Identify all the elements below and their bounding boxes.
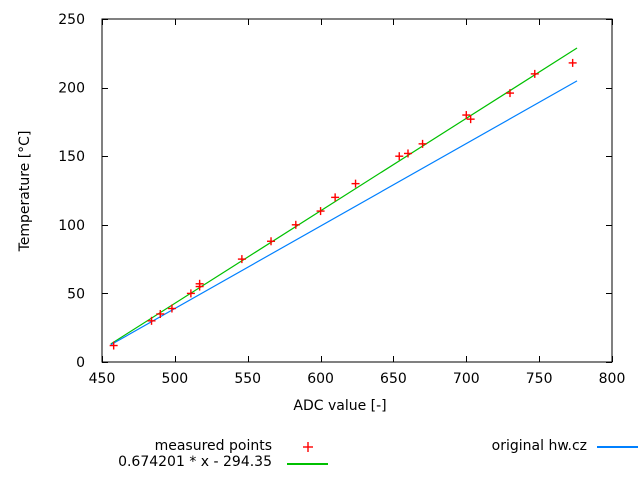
x-tick-label: 450	[89, 371, 116, 387]
plot-border	[101, 18, 613, 363]
legend-label-measured-points: measured points	[154, 438, 272, 454]
legend-plus-marker-icon	[303, 442, 313, 452]
y-tick-label: 100	[58, 218, 85, 234]
series-line-original-hw-cz	[110, 80, 578, 346]
series-line-0-674201-x-294-35	[110, 47, 578, 345]
legend-sample-fit-line	[287, 463, 328, 465]
legend-label-original-hwcz: original hw.cz	[491, 438, 587, 454]
series-points-measured-points	[109, 58, 577, 350]
x-axis-ticks: 450 500 550 600 650 700 750 800	[89, 19, 626, 387]
x-tick-label: 800	[599, 371, 626, 387]
x-tick-label: 650	[380, 371, 407, 387]
x-tick-label: 700	[453, 371, 480, 387]
y-tick-label: 200	[58, 81, 85, 97]
y-tick-label: 0	[76, 355, 85, 371]
legend-label-fit-equation: 0.674201 * x - 294.35	[118, 454, 272, 470]
y-tick-label: 250	[58, 12, 85, 28]
y-tick-label: 50	[67, 286, 85, 302]
legend-sample-original-line	[597, 446, 638, 448]
y-axis-ticks: 0 50 100 150 200 250	[58, 12, 612, 371]
y-axis-label: Temperature [°C]	[17, 130, 33, 252]
x-axis-label: ADC value [-]	[293, 398, 387, 414]
x-tick-label: 550	[234, 371, 261, 387]
x-tick-label: 500	[161, 371, 188, 387]
x-tick-label: 600	[307, 371, 334, 387]
y-tick-label: 150	[58, 149, 85, 165]
x-tick-label: 750	[526, 371, 553, 387]
